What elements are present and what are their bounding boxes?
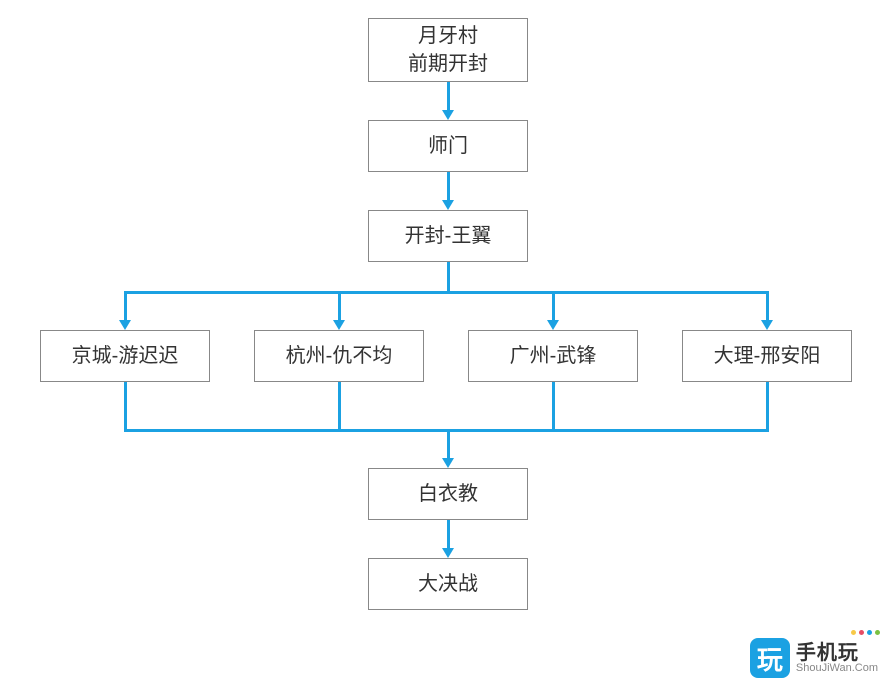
flow-node-n3: 开封-王翼 (368, 210, 528, 262)
flow-node-n7: 大理-邢安阳 (682, 330, 852, 382)
watermark-dot (875, 630, 880, 635)
arrow-down-icon (547, 320, 559, 330)
flow-node-n8: 白衣教 (368, 468, 528, 520)
flow-node-n4: 京城-游迟迟 (40, 330, 210, 382)
arrow-down-icon (761, 320, 773, 330)
flow-edge (124, 429, 769, 432)
flow-edge (124, 291, 769, 294)
arrow-down-icon (119, 320, 131, 330)
watermark-text-block: 手机玩 ShouJiWan.Com (796, 643, 878, 674)
flow-edge (124, 382, 127, 430)
arrow-down-icon (442, 458, 454, 468)
flow-edge (338, 292, 341, 320)
arrow-down-icon (442, 110, 454, 120)
flow-edge (447, 430, 450, 458)
watermark-icon: 玩 (750, 638, 790, 678)
flow-edge (338, 382, 341, 430)
arrow-down-icon (442, 200, 454, 210)
watermark-dot (859, 630, 864, 635)
flow-edge (552, 292, 555, 320)
flow-edge (447, 172, 450, 200)
flow-node-n6: 广州-武锋 (468, 330, 638, 382)
watermark-dot (851, 630, 856, 635)
flow-edge (766, 382, 769, 430)
flow-edge (447, 520, 450, 548)
watermark-main-text: 手机玩 (796, 643, 878, 663)
watermark-icon-text: 玩 (757, 640, 783, 677)
watermark-sub-text: ShouJiWan.Com (796, 663, 878, 674)
arrow-down-icon (333, 320, 345, 330)
watermark-dots (851, 630, 880, 635)
flow-edge (447, 82, 450, 110)
flow-edge (124, 292, 127, 320)
flow-node-n9: 大决战 (368, 558, 528, 610)
flow-node-n5: 杭州-仇不均 (254, 330, 424, 382)
watermark-dot (867, 630, 872, 635)
flow-edge (552, 382, 555, 430)
flow-edge (766, 292, 769, 320)
arrow-down-icon (442, 548, 454, 558)
flow-edge (447, 262, 450, 292)
flow-node-n1: 月牙村 前期开封 (368, 18, 528, 82)
watermark: 玩 手机玩 ShouJiWan.Com (750, 638, 878, 678)
flow-node-n2: 师门 (368, 120, 528, 172)
